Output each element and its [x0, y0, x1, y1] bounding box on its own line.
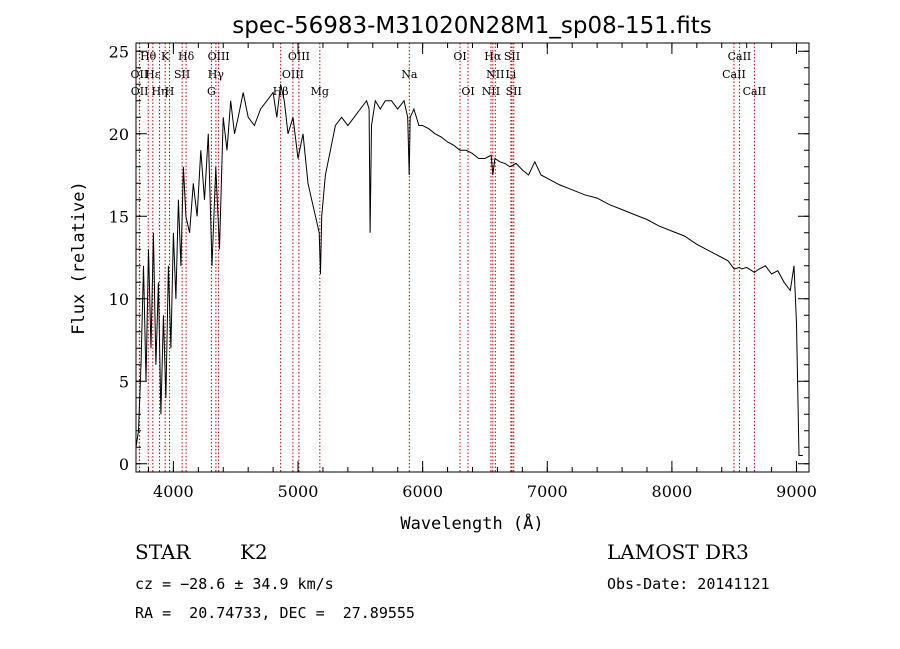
survey-name: LAMOST DR3 — [607, 540, 749, 564]
spectral-line-label: OII — [131, 85, 149, 98]
spectral-line-label: H — [165, 85, 175, 98]
x-tick-label: 9000 — [776, 482, 817, 501]
y-tick-label: 15 — [109, 207, 129, 226]
spectral-line-label: Hδ — [178, 50, 195, 63]
x-tick-label: 8000 — [652, 482, 693, 501]
spectral-line-label: NII — [486, 68, 504, 81]
observation-date: Obs-Date: 20141121 — [607, 575, 770, 593]
spectral-line-label: G — [207, 85, 216, 98]
spectral-line-label: SII — [506, 85, 522, 98]
spectral-line-label: Hθ — [140, 50, 157, 63]
spectral-lines — [138, 43, 755, 472]
spectral-line-label: CaII — [722, 68, 746, 81]
plot-frame — [135, 42, 810, 473]
spectral-line-label: K — [161, 50, 170, 63]
coordinates: RA = 20.74733, DEC = 27.89555 — [135, 604, 415, 622]
spectral-line-label: OIII — [288, 50, 310, 63]
spectrum-series-line — [135, 84, 803, 456]
x-tick-label: 5000 — [278, 482, 319, 501]
spectral-line-label: Hγ — [208, 68, 225, 81]
spectral-line-label: SII — [504, 50, 520, 63]
y-tick-label: 20 — [109, 125, 129, 144]
y-tick-label: 0 — [119, 455, 129, 474]
spectral-line-label: Hβ — [273, 85, 289, 98]
x-tick-label: 7000 — [527, 482, 568, 501]
x-axis-label: Wavelength (Å) — [400, 512, 543, 534]
spectral-line-label: CaII — [728, 50, 752, 63]
chart-title: spec-56983-M31020N28M1_sp08-151.fits — [232, 13, 711, 39]
spectral-line-label: Hα — [484, 50, 502, 63]
spectral-line-label: Hη — [151, 85, 167, 98]
spectral-line-label: OIII — [282, 68, 304, 81]
spectral-line-label: NII — [482, 85, 500, 98]
y-tick-label: 25 — [109, 42, 129, 61]
spectral-line-label: Na — [401, 68, 418, 81]
spectral-line-label: OI — [461, 85, 474, 98]
x-tick-label: 6000 — [402, 482, 443, 501]
y-tick-label: 10 — [109, 290, 129, 309]
y-axis-label: Flux (relative) — [69, 181, 89, 335]
axis-ticks: 4000 5000 6000 7000 8000 9000 0 5 10 15 20 25 — [109, 42, 817, 501]
spectral-line-label: SII — [174, 68, 190, 81]
object-subclass: K2 — [240, 540, 268, 564]
spectral-line-label: Mg — [311, 85, 329, 98]
spectral-line-label: OII — [131, 68, 149, 81]
spectral-line-label: CaII — [743, 85, 767, 98]
spectral-line-label: OIII — [208, 50, 230, 63]
redshift-velocity: cz = −28.6 ± 34.9 km/s — [135, 575, 334, 593]
y-tick-label: 5 — [119, 372, 129, 391]
spectral-line-label: Li — [505, 68, 516, 81]
x-tick-label: 4000 — [153, 482, 194, 501]
spectral-line-label: Hε — [145, 68, 161, 81]
object-class: STAR — [135, 540, 191, 564]
spectral-line-label: OI — [453, 50, 466, 63]
